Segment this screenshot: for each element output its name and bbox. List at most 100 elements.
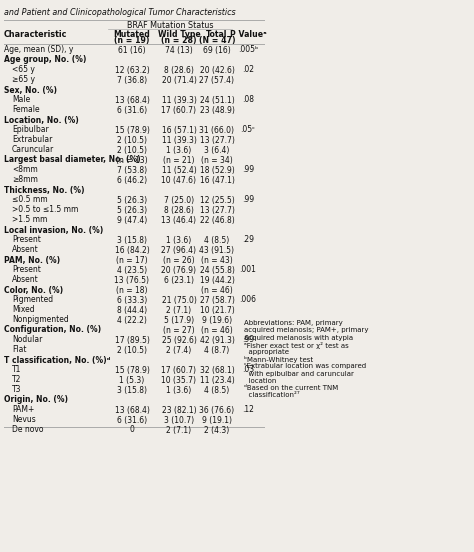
Text: .03: .03 [242, 365, 254, 374]
Text: .001: .001 [239, 266, 256, 274]
Text: 3 (15.8): 3 (15.8) [117, 385, 147, 395]
Text: Largest basal diameter, No. (%): Largest basal diameter, No. (%) [4, 156, 141, 164]
Text: Nodular: Nodular [12, 336, 42, 344]
Text: 61 (16): 61 (16) [118, 45, 146, 55]
Text: (n = 43): (n = 43) [201, 256, 233, 264]
Text: 2 (4.3): 2 (4.3) [204, 426, 229, 434]
Text: .02: .02 [242, 66, 254, 75]
Text: (n = 34): (n = 34) [201, 156, 233, 164]
Text: Mixed: Mixed [12, 305, 35, 315]
Text: 27 (58.7): 27 (58.7) [200, 295, 235, 305]
Text: 1 (3.6): 1 (3.6) [166, 385, 191, 395]
Text: PAM, No. (%): PAM, No. (%) [4, 256, 60, 264]
Text: Configuration, No. (%): Configuration, No. (%) [4, 326, 101, 335]
Text: 13 (46.4): 13 (46.4) [162, 215, 197, 225]
Text: 43 (91.5): 43 (91.5) [200, 246, 235, 254]
Text: (n = 21): (n = 21) [163, 156, 195, 164]
Text: 2 (7.4): 2 (7.4) [166, 346, 191, 354]
Text: and Patient and Clinicopathological Tumor Characteristics: and Patient and Clinicopathological Tumo… [4, 8, 236, 17]
Text: 16 (84.2): 16 (84.2) [115, 246, 149, 254]
Text: 27 (96.4): 27 (96.4) [162, 246, 197, 254]
Text: 1 (3.6): 1 (3.6) [166, 146, 191, 155]
Text: 4 (8.5): 4 (8.5) [204, 385, 229, 395]
Text: 16 (57.1): 16 (57.1) [162, 125, 196, 135]
Text: 3 (10.7): 3 (10.7) [164, 416, 194, 424]
Text: >0.5 to ≤1.5 mm: >0.5 to ≤1.5 mm [12, 205, 78, 215]
Text: 2 (10.5): 2 (10.5) [117, 346, 147, 354]
Text: (n = 28): (n = 28) [161, 36, 197, 45]
Text: 27 (57.4): 27 (57.4) [200, 76, 235, 84]
Text: (n = 18): (n = 18) [116, 285, 148, 295]
Text: 32 (68.1): 32 (68.1) [200, 365, 234, 374]
Text: 17 (60.7): 17 (60.7) [162, 365, 197, 374]
Text: 4 (23.5): 4 (23.5) [117, 266, 147, 274]
Text: 7 (53.8): 7 (53.8) [117, 166, 147, 174]
Text: 5 (17.9): 5 (17.9) [164, 316, 194, 325]
Text: appropriate: appropriate [244, 349, 289, 355]
Text: Extrabular: Extrabular [12, 135, 52, 145]
Text: 8 (44.4): 8 (44.4) [117, 305, 147, 315]
Text: <8mm: <8mm [12, 166, 38, 174]
Text: 6 (31.6): 6 (31.6) [117, 416, 147, 424]
Text: <65 y: <65 y [12, 66, 35, 75]
Text: Age group, No. (%): Age group, No. (%) [4, 56, 86, 65]
Text: Pigmented: Pigmented [12, 295, 53, 305]
Text: 7 (25.0): 7 (25.0) [164, 195, 194, 204]
Text: Caruncular: Caruncular [12, 146, 54, 155]
Text: Local invasion, No. (%): Local invasion, No. (%) [4, 226, 103, 235]
Text: Male: Male [12, 95, 30, 104]
Text: 69 (16): 69 (16) [203, 45, 231, 55]
Text: 13 (27.7): 13 (27.7) [200, 205, 235, 215]
Text: 23 (48.9): 23 (48.9) [200, 105, 235, 114]
Text: .005ᵇ: .005ᵇ [238, 45, 258, 55]
Text: De novo: De novo [12, 426, 44, 434]
Text: Sex, No. (%): Sex, No. (%) [4, 86, 57, 94]
Text: 4 (8.5): 4 (8.5) [204, 236, 229, 245]
Text: 42 (91.3): 42 (91.3) [200, 336, 235, 344]
Text: Color, No. (%): Color, No. (%) [4, 285, 63, 295]
Text: 11 (39.3): 11 (39.3) [162, 135, 196, 145]
Text: Wild Type: Wild Type [158, 30, 201, 39]
Text: 6 (31.6): 6 (31.6) [117, 105, 147, 114]
Text: T1: T1 [12, 365, 21, 374]
Text: 2 (7.1): 2 (7.1) [166, 426, 191, 434]
Text: 20 (71.4): 20 (71.4) [162, 76, 196, 84]
Text: 4 (22.2): 4 (22.2) [117, 316, 147, 325]
Text: ᵇMann-Whitney test: ᵇMann-Whitney test [244, 356, 313, 363]
Text: 17 (89.5): 17 (89.5) [115, 336, 149, 344]
Text: 3 (6.4): 3 (6.4) [204, 146, 230, 155]
Text: Characteristic: Characteristic [4, 30, 67, 39]
Text: acquired melanosis; PAM+, primary: acquired melanosis; PAM+, primary [244, 327, 368, 333]
Text: ≤0.5 mm: ≤0.5 mm [12, 195, 47, 204]
Text: 11 (52.4): 11 (52.4) [162, 166, 196, 174]
Text: ≥65 y: ≥65 y [12, 76, 35, 84]
Text: with epibulbar and caruncular: with epibulbar and caruncular [244, 370, 354, 376]
Text: ≥8mm: ≥8mm [12, 176, 38, 184]
Text: .12: .12 [242, 406, 254, 415]
Text: 7 (36.8): 7 (36.8) [117, 76, 147, 84]
Text: 16 (47.1): 16 (47.1) [200, 176, 235, 184]
Text: Absent: Absent [12, 275, 39, 284]
Text: ᶜExtrabular location was compared: ᶜExtrabular location was compared [244, 363, 366, 369]
Text: 8 (28.6): 8 (28.6) [164, 205, 194, 215]
Text: .08: .08 [242, 95, 254, 104]
Text: 36 (76.6): 36 (76.6) [200, 406, 235, 415]
Text: Nevus: Nevus [12, 416, 36, 424]
Text: 13 (68.4): 13 (68.4) [115, 95, 149, 104]
Text: (n = 46): (n = 46) [201, 326, 233, 335]
Text: location: location [244, 378, 276, 384]
Text: 12 (63.2): 12 (63.2) [115, 66, 149, 75]
Text: 11 (23.4): 11 (23.4) [200, 375, 234, 385]
Text: 5 (26.3): 5 (26.3) [117, 205, 147, 215]
Text: 20 (76.9): 20 (76.9) [162, 266, 197, 274]
Text: (n = 19): (n = 19) [114, 36, 150, 45]
Text: Flat: Flat [12, 346, 27, 354]
Text: ᵃFisher exact test or χ² test as: ᵃFisher exact test or χ² test as [244, 342, 349, 349]
Text: 9 (19.6): 9 (19.6) [202, 316, 232, 325]
Text: 25 (92.6): 25 (92.6) [162, 336, 196, 344]
Text: 24 (55.8): 24 (55.8) [200, 266, 235, 274]
Text: 23 (82.1): 23 (82.1) [162, 406, 196, 415]
Text: .05ᶜ: .05ᶜ [241, 125, 255, 135]
Text: .006: .006 [239, 295, 256, 305]
Text: 8 (28.6): 8 (28.6) [164, 66, 194, 75]
